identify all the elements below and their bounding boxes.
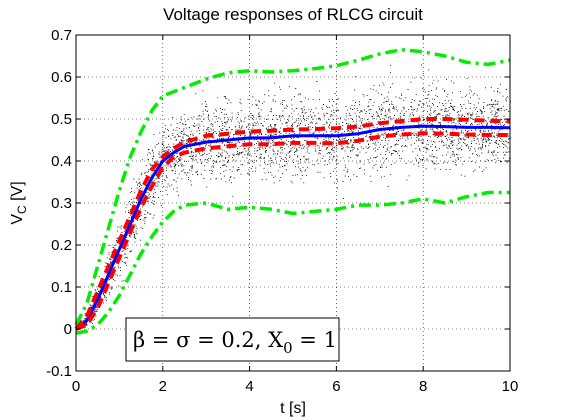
x-axis-label: t [s] [280, 400, 306, 417]
y-tick-label: 0.1 [51, 279, 72, 296]
y-axis-label: VC [V] [9, 181, 29, 224]
x-tick-label: 2 [159, 378, 167, 395]
x-tick-label: 10 [502, 378, 519, 395]
annotation-text-end: = 1 [293, 328, 337, 352]
y-tick-label: -0.1 [46, 363, 72, 380]
series-mean-minus-std [75, 131, 510, 331]
y-tick-label: 0.4 [51, 153, 72, 170]
x-tick-labels: 0 2 4 6 8 10 [72, 378, 519, 395]
series-mean [75, 124, 511, 331]
series-lower-bound [75, 190, 510, 335]
annotation-box: β = σ = 0.2, X0 = 1 [125, 317, 340, 362]
y-axis-label-sub: C [15, 205, 29, 214]
tick-marks [75, 34, 511, 372]
y-axis-label-unit: [V] [9, 181, 26, 205]
series-upper-bound [74, 47, 511, 326]
series-lines [74, 47, 511, 335]
annotation-text: β = σ = 0.2, X [133, 328, 283, 352]
x-tick-label: 0 [72, 378, 80, 395]
y-tick-label: 0 [64, 321, 72, 338]
y-tick-label: 0.3 [51, 195, 72, 212]
series-mean-plus-std [74, 117, 511, 331]
y-axis-label-main: V [9, 214, 26, 225]
annotation-subscript: 0 [283, 339, 293, 357]
y-tick-label: 0.2 [51, 237, 72, 254]
chart-title: Voltage responses of RLCG circuit [163, 5, 423, 24]
y-tick-label: 0.7 [51, 27, 72, 44]
x-tick-label: 8 [419, 378, 427, 395]
svg-text:β = σ = 0.2, X0 = 1: β = σ = 0.2, X0 = 1 [133, 328, 337, 357]
y-tick-labels: -0.1 0 0.1 0.2 0.3 0.4 0.5 0.6 0.7 [46, 27, 72, 380]
y-tick-label: 0.6 [51, 69, 72, 86]
y-tick-label: 0.5 [51, 111, 72, 128]
x-tick-label: 6 [332, 378, 340, 395]
x-tick-label: 4 [245, 378, 253, 395]
